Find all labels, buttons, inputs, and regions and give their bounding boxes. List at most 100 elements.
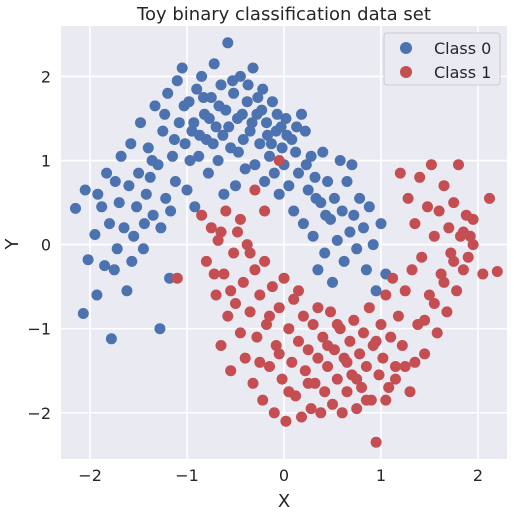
data-point-class-0	[257, 83, 269, 95]
data-point-class-1	[370, 436, 382, 448]
data-point-class-0	[247, 62, 259, 74]
data-point-class-1	[286, 356, 298, 368]
data-point-class-1	[409, 218, 421, 230]
data-point-class-0	[283, 180, 295, 192]
data-point-class-1	[208, 268, 220, 280]
data-point-class-1	[220, 205, 232, 217]
data-point-class-1	[358, 327, 369, 339]
data-point-class-1	[325, 306, 336, 318]
data-point-class-0	[252, 92, 264, 103]
data-point-class-1	[273, 155, 285, 166]
data-point-class-0	[331, 234, 343, 246]
data-point-class-0	[280, 113, 292, 124]
data-point-class-0	[338, 255, 350, 267]
data-point-class-1	[409, 356, 421, 368]
data-point-class-0	[300, 159, 312, 171]
y-tick-label: 0	[41, 236, 51, 255]
data-point-class-1	[390, 361, 401, 372]
data-point-class-0	[160, 192, 172, 204]
y-tick-label: −1	[27, 320, 51, 339]
data-point-class-0	[171, 75, 183, 87]
data-point-class-1	[435, 268, 447, 280]
data-point-class-1	[336, 407, 348, 419]
legend-marker-class-0	[400, 42, 412, 54]
x-tick-label: 1	[376, 466, 386, 485]
data-point-class-1	[171, 272, 183, 284]
data-point-class-1	[351, 403, 363, 415]
data-point-class-0	[336, 205, 348, 217]
data-point-class-1	[225, 285, 237, 297]
data-point-class-0	[96, 201, 108, 213]
data-point-class-1	[266, 281, 278, 293]
data-point-class-0	[77, 308, 89, 319]
data-point-class-1	[431, 327, 443, 339]
data-point-class-0	[367, 239, 379, 251]
data-point-class-1	[244, 247, 256, 259]
data-point-class-0	[236, 108, 248, 120]
data-point-class-0	[319, 247, 331, 259]
data-point-class-1	[467, 213, 479, 225]
data-point-class-0	[196, 70, 208, 82]
data-point-class-1	[392, 310, 404, 322]
data-point-class-1	[373, 369, 385, 381]
data-point-class-1	[249, 264, 261, 276]
data-point-class-1	[273, 302, 285, 314]
data-point-class-1	[237, 276, 249, 288]
data-point-class-0	[138, 218, 150, 230]
data-point-class-0	[126, 255, 138, 267]
data-point-class-0	[157, 125, 169, 137]
data-point-class-1	[312, 302, 324, 314]
data-point-class-1	[419, 314, 431, 326]
data-point-class-1	[375, 319, 387, 330]
data-point-class-0	[268, 167, 280, 179]
data-point-class-1	[402, 192, 414, 204]
data-point-class-0	[281, 129, 293, 141]
data-point-class-0	[341, 176, 353, 187]
data-point-class-1	[225, 365, 237, 377]
data-point-class-1	[259, 205, 271, 217]
data-point-class-1	[228, 247, 240, 259]
data-point-class-0	[131, 201, 143, 213]
data-point-class-0	[164, 272, 176, 284]
y-tick-labels: −2 −1 0 1 2	[27, 67, 51, 422]
data-point-class-0	[237, 134, 249, 145]
data-point-class-0	[92, 188, 104, 200]
data-point-class-0	[241, 96, 253, 108]
x-tick-labels: −2 −1 0 1 2	[78, 466, 483, 485]
data-point-class-1	[453, 159, 464, 171]
data-point-class-1	[302, 344, 314, 356]
data-point-class-0	[328, 192, 340, 204]
data-point-class-0	[276, 142, 288, 154]
data-point-class-1	[244, 306, 256, 318]
data-point-class-0	[223, 121, 235, 133]
data-point-class-0	[351, 243, 363, 255]
data-point-class-1	[280, 415, 292, 427]
data-point-class-0	[121, 285, 133, 297]
data-point-class-0	[168, 134, 180, 145]
data-point-class-1	[445, 247, 457, 259]
data-point-class-1	[396, 340, 408, 351]
data-point-class-0	[128, 230, 140, 242]
data-point-class-0	[146, 155, 158, 166]
data-point-class-0	[327, 276, 338, 288]
data-point-class-1	[293, 285, 304, 297]
data-point-class-1	[351, 373, 363, 385]
data-point-class-0	[222, 37, 234, 49]
data-point-class-1	[428, 298, 440, 309]
data-point-class-1	[234, 213, 246, 225]
data-point-class-1	[425, 159, 437, 171]
data-point-class-1	[319, 386, 331, 398]
data-point-class-0	[154, 323, 166, 335]
data-point-class-1	[344, 335, 356, 347]
data-point-class-1	[241, 239, 253, 251]
data-point-class-1	[457, 264, 469, 276]
data-point-class-1	[297, 310, 309, 322]
data-point-class-0	[344, 226, 356, 238]
data-point-class-0	[105, 333, 117, 345]
data-point-class-0	[217, 129, 229, 141]
data-point-class-0	[99, 260, 111, 272]
data-point-class-1	[423, 289, 435, 301]
data-point-class-1	[448, 255, 460, 267]
data-point-class-1	[288, 293, 300, 305]
data-point-class-1	[257, 394, 269, 406]
